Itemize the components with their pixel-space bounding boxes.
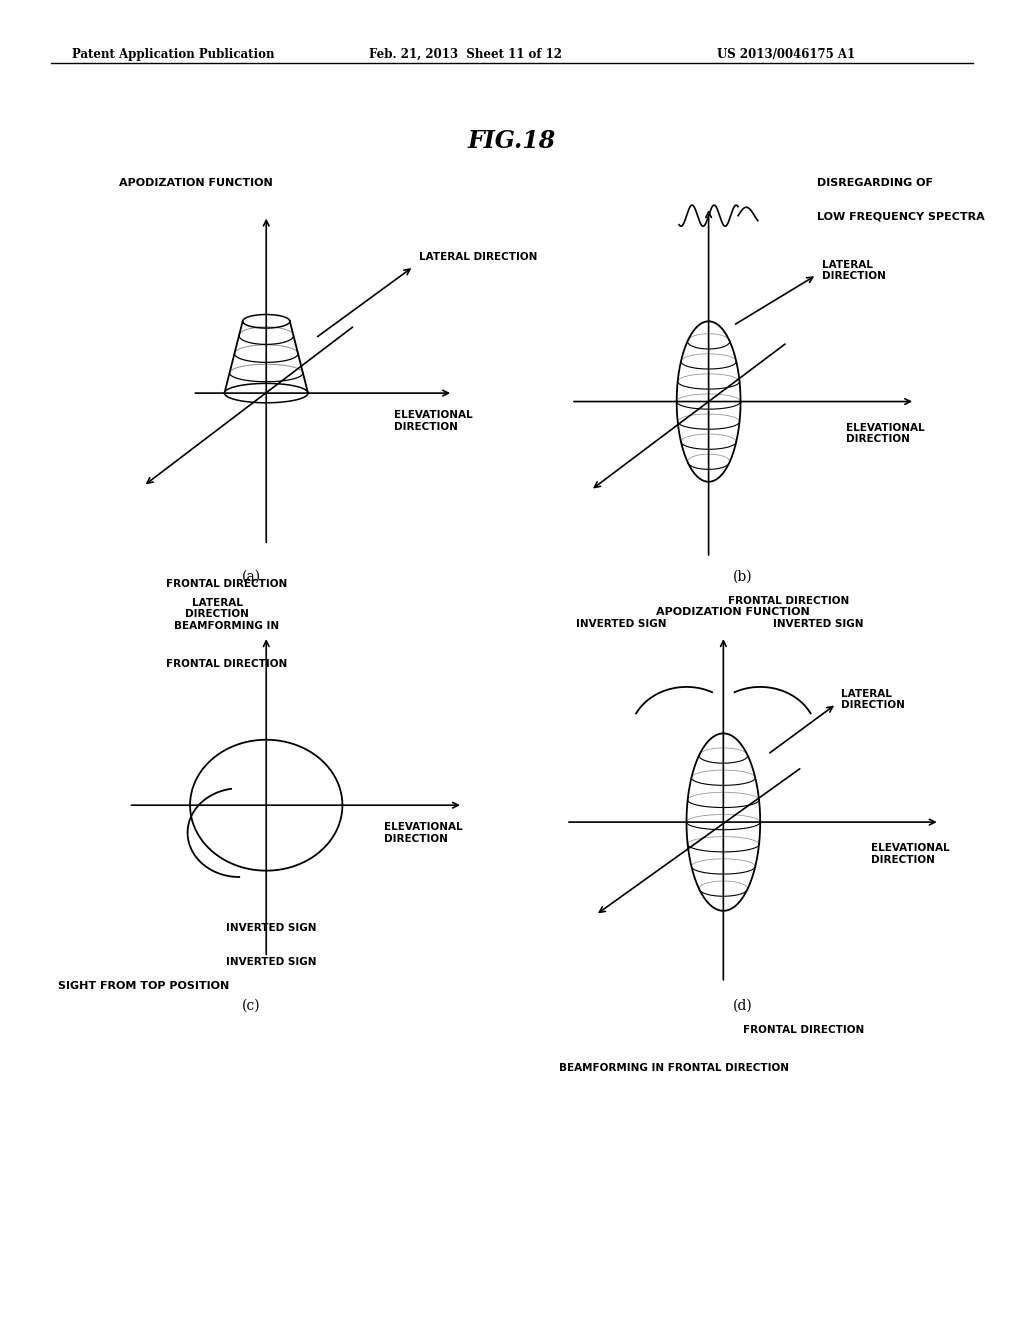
Text: BEAMFORMING IN FRONTAL DIRECTION: BEAMFORMING IN FRONTAL DIRECTION	[559, 1063, 790, 1073]
Text: FRONTAL DIRECTION: FRONTAL DIRECTION	[166, 579, 288, 589]
Text: INVERTED SIGN: INVERTED SIGN	[226, 957, 316, 968]
Text: APODIZATION FUNCTION: APODIZATION FUNCTION	[656, 607, 810, 616]
Text: Feb. 21, 2013  Sheet 11 of 12: Feb. 21, 2013 Sheet 11 of 12	[369, 48, 561, 61]
Text: LATERAL
DIRECTION: LATERAL DIRECTION	[821, 260, 886, 281]
Text: FRONTAL DIRECTION: FRONTAL DIRECTION	[743, 1024, 864, 1035]
Text: (a): (a)	[242, 569, 261, 583]
Text: DISREGARDING OF: DISREGARDING OF	[817, 178, 933, 187]
Text: INVERTED SIGN: INVERTED SIGN	[575, 619, 667, 628]
Text: FRONTAL DIRECTION: FRONTAL DIRECTION	[166, 659, 288, 669]
Text: BEAMFORMING IN: BEAMFORMING IN	[174, 622, 280, 631]
Text: LOW FREQUENCY SPECTRA: LOW FREQUENCY SPECTRA	[817, 211, 984, 222]
Text: INVERTED SIGN: INVERTED SIGN	[772, 619, 863, 628]
Text: LATERAL DIRECTION: LATERAL DIRECTION	[419, 252, 537, 263]
Text: (b): (b)	[733, 569, 753, 583]
Text: INVERTED SIGN: INVERTED SIGN	[226, 924, 316, 933]
Text: ELEVATIONAL
DIRECTION: ELEVATIONAL DIRECTION	[384, 822, 463, 843]
Text: LATERAL
DIRECTION: LATERAL DIRECTION	[185, 598, 249, 619]
Text: (d): (d)	[733, 998, 753, 1012]
Text: ELEVATIONAL
DIRECTION: ELEVATIONAL DIRECTION	[846, 422, 925, 445]
Text: APODIZATION FUNCTION: APODIZATION FUNCTION	[119, 178, 272, 187]
Text: US 2013/0046175 A1: US 2013/0046175 A1	[717, 48, 855, 61]
Text: LATERAL
DIRECTION: LATERAL DIRECTION	[842, 689, 905, 710]
Text: FRONTAL DIRECTION: FRONTAL DIRECTION	[728, 595, 850, 606]
Text: FIG.18: FIG.18	[468, 129, 556, 153]
Text: SIGHT FROM TOP POSITION: SIGHT FROM TOP POSITION	[57, 981, 229, 991]
Text: Patent Application Publication: Patent Application Publication	[72, 48, 274, 61]
Text: (c): (c)	[243, 998, 261, 1012]
Text: ELEVATIONAL
DIRECTION: ELEVATIONAL DIRECTION	[394, 411, 473, 432]
Text: ELEVATIONAL
DIRECTION: ELEVATIONAL DIRECTION	[870, 843, 949, 865]
